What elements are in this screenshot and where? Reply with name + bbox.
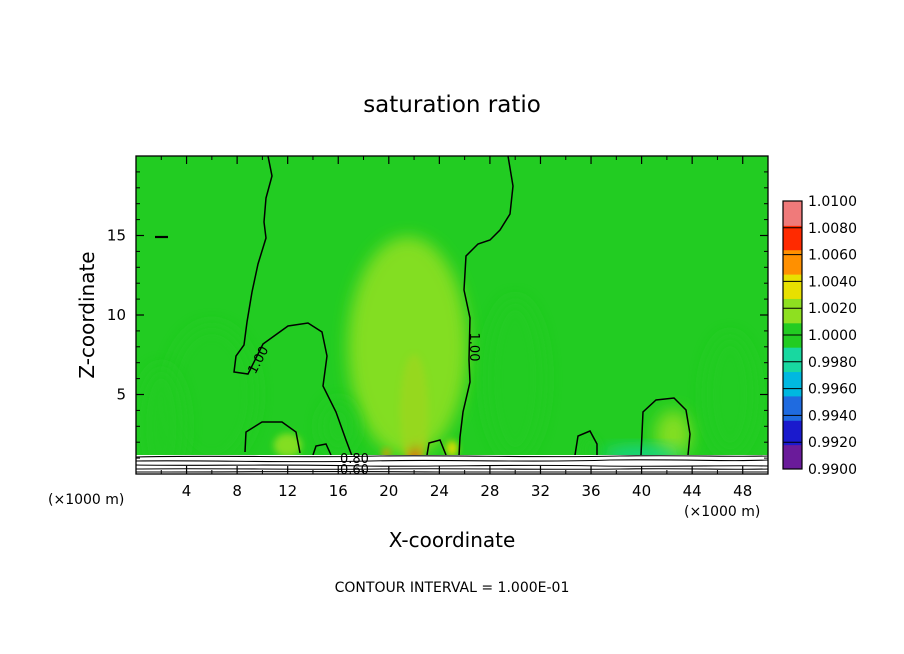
colorbar: 0.9900 0.9920 0.9940 0.9960 0.9980 1.0000 1.00… [782, 194, 857, 478]
contour-interval-note: CONTOUR INTERVAL = 1.000E-01 [335, 580, 570, 596]
x-tick-label: 4 [182, 482, 192, 500]
y-tick-label: 5 [116, 386, 126, 404]
colorbar-swatch [783, 298, 802, 324]
colorbar-swatch [783, 420, 802, 446]
field-blob [347, 236, 468, 457]
colorbar-tick-label: 0.9980 [808, 355, 857, 371]
colorbar-swatch [783, 274, 802, 299]
colorbar-swatch [783, 249, 802, 275]
x-tick-label: 12 [278, 482, 297, 500]
x-unit-left: (×1000 m) [48, 492, 124, 508]
x-tick-label: 20 [379, 482, 398, 500]
colorbar-tick-label: 1.0060 [808, 248, 857, 264]
contour-line-left-plume [233, 156, 353, 457]
x-tick-label: 40 [632, 482, 651, 500]
colorbar-swatch [783, 371, 802, 397]
colorbar-tick-label: 1.0020 [808, 301, 857, 317]
colorbar-swatch [783, 225, 802, 251]
contour-line-cell-15km [312, 443, 332, 456]
field-blob [166, 324, 257, 465]
colorbar-tick-label: 0.9920 [808, 435, 857, 451]
x-unit-right: (×1000 m) [684, 504, 760, 520]
y-axis: 5 10 15 [107, 171, 768, 459]
field-blob [446, 440, 458, 457]
colorbar-tick-label: 1.0100 [808, 194, 857, 210]
field-blob [320, 400, 357, 453]
y-tick-label: 15 [107, 227, 126, 245]
field-blob [485, 298, 546, 459]
y-axis-title: Z-coordinate [75, 251, 99, 378]
x-tick-label: 36 [581, 482, 600, 500]
contour-label-right: 1.00 [466, 333, 481, 362]
plot-area: 1.00 1.00 0.80 0.60 [135, 155, 769, 478]
contour-label-surface-2: 0.60 [340, 463, 369, 478]
contour-line-cell-25km [426, 439, 447, 456]
x-tick-label: 28 [480, 482, 499, 500]
colorbar-tick-label: 1.0040 [808, 274, 857, 290]
x-tick-label: 48 [733, 482, 752, 500]
contour-line-cell-42km [640, 397, 691, 456]
colorbar-swatch [783, 395, 802, 421]
contour-lines [155, 156, 691, 457]
x-tick-label: 44 [683, 482, 702, 500]
x-axis-title: X-coordinate [389, 528, 516, 552]
x-tick-label: 32 [531, 482, 550, 500]
contour-line-cell-12km [244, 421, 301, 454]
x-tick-label: 8 [232, 482, 242, 500]
field-blob [273, 433, 302, 458]
y-tick-label: 10 [107, 306, 126, 324]
x-axis: 4 8 12 16 20 24 28 32 36 40 44 48 [160, 156, 752, 500]
colorbar-tick-label: 1.0080 [808, 221, 857, 237]
contour-line-right-plume [458, 156, 514, 457]
surface-layer [136, 455, 768, 474]
contour-label-surface-1: 0.80 [340, 452, 369, 467]
x-tick-label: 16 [329, 482, 348, 500]
x-tick-label: 24 [430, 482, 449, 500]
colorbar-swatch [783, 201, 802, 226]
chart-title: saturation ratio [363, 92, 541, 118]
field-blobs [137, 236, 757, 474]
colorbar-tick-label: 0.9900 [808, 462, 857, 478]
contour-line-cell-36km [574, 430, 598, 456]
colorbar-tick-label: 0.9960 [808, 382, 857, 398]
colorbar-swatch [783, 347, 802, 373]
field-blob [704, 334, 757, 455]
field-blob [137, 366, 186, 474]
field-blob [655, 410, 692, 459]
colorbar-tick-label: 0.9940 [808, 408, 857, 424]
colorbar-swatch [783, 444, 802, 470]
colorbar-tick-label: 1.0000 [808, 328, 857, 344]
